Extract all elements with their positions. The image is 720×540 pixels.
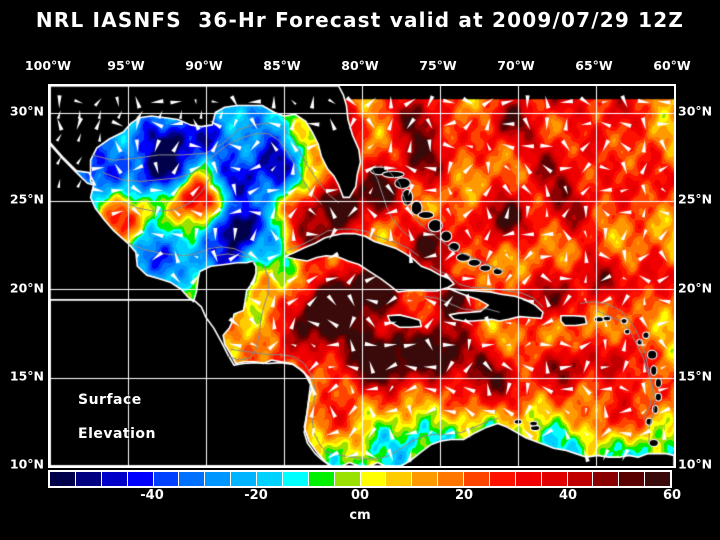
colorbar-segment-19 [541, 472, 568, 486]
colorbar-tick--40: -40 [140, 488, 164, 503]
lon-tick-70w: 70°W [497, 58, 535, 73]
colorbar-segment-18 [515, 472, 542, 486]
colorbar-tick-60: 60 [662, 488, 682, 503]
colorbar-segment-13 [386, 472, 413, 486]
lon-tick-90w: 90°W [185, 58, 223, 73]
lat-tick-left-25n: 25°N [9, 191, 44, 207]
lat-tick-left-30n: 30°N [9, 103, 44, 119]
colorbar-segment-8 [257, 472, 283, 486]
colorbar-segment-2 [101, 472, 128, 486]
lon-tick-75w: 75°W [419, 58, 457, 73]
sea-surface-elevation-field [50, 86, 674, 466]
colorbar-segment-14 [412, 472, 439, 486]
lat-tick-right-10n: 10°N [678, 456, 713, 472]
colorbar-segment-0 [50, 472, 76, 486]
map-plot-area [48, 84, 676, 468]
lat-tick-left-15n: 15°N [9, 368, 44, 384]
colorbar-segment-10 [308, 472, 335, 486]
colorbar-tick-40: 40 [558, 488, 578, 503]
lat-tick-right-20n: 20°N [678, 280, 713, 296]
colorbar-tick--20: -20 [244, 488, 268, 503]
lat-tick-left-10n: 10°N [9, 456, 44, 472]
colorbar-segment-7 [231, 472, 257, 486]
colorbar-segment-9 [282, 472, 309, 486]
colorbar-tick-labels: -40 -20 00 20 40 60 [48, 488, 681, 504]
colorbar-segment-4 [153, 472, 180, 486]
colorbar-segment-5 [179, 472, 206, 486]
lat-tick-left-20n: 20°N [9, 280, 44, 296]
colorbar-segment-23 [645, 472, 670, 486]
colorbar-segment-16 [464, 472, 490, 486]
colorbar-segment-12 [360, 472, 387, 486]
page-title: NRL IASNFS 36-Hr Forecast valid at 2009/… [35, 8, 685, 32]
colorbar-tick-20: 20 [454, 488, 474, 503]
colorbar-segment-22 [619, 472, 646, 486]
lat-tick-right-15n: 15°N [678, 368, 713, 384]
colorbar-segment-21 [593, 472, 620, 486]
colorbar-segment-20 [567, 472, 594, 486]
colorbar [48, 470, 672, 488]
lat-tick-right-30n: 30°N [678, 103, 713, 119]
lon-tick-95w: 95°W [107, 58, 145, 73]
lon-tick-60w: 60°W [653, 58, 691, 73]
lon-tick-100w: 100°W [24, 58, 72, 73]
colorbar-segment-6 [205, 472, 232, 486]
colorbar-segment-3 [127, 472, 154, 486]
colorbar-tick-00: 00 [350, 488, 370, 503]
lon-tick-85w: 85°W [263, 58, 301, 73]
lon-tick-65w: 65°W [575, 58, 613, 73]
lon-tick-80w: 80°W [341, 58, 379, 73]
colorbar-segment-15 [438, 472, 464, 486]
colorbar-segment-11 [334, 472, 361, 486]
lat-tick-right-25n: 25°N [678, 191, 713, 207]
colorbar-segment-1 [75, 472, 102, 486]
colorbar-segment-17 [489, 472, 516, 486]
colorbar-unit-label: cm [349, 508, 371, 523]
